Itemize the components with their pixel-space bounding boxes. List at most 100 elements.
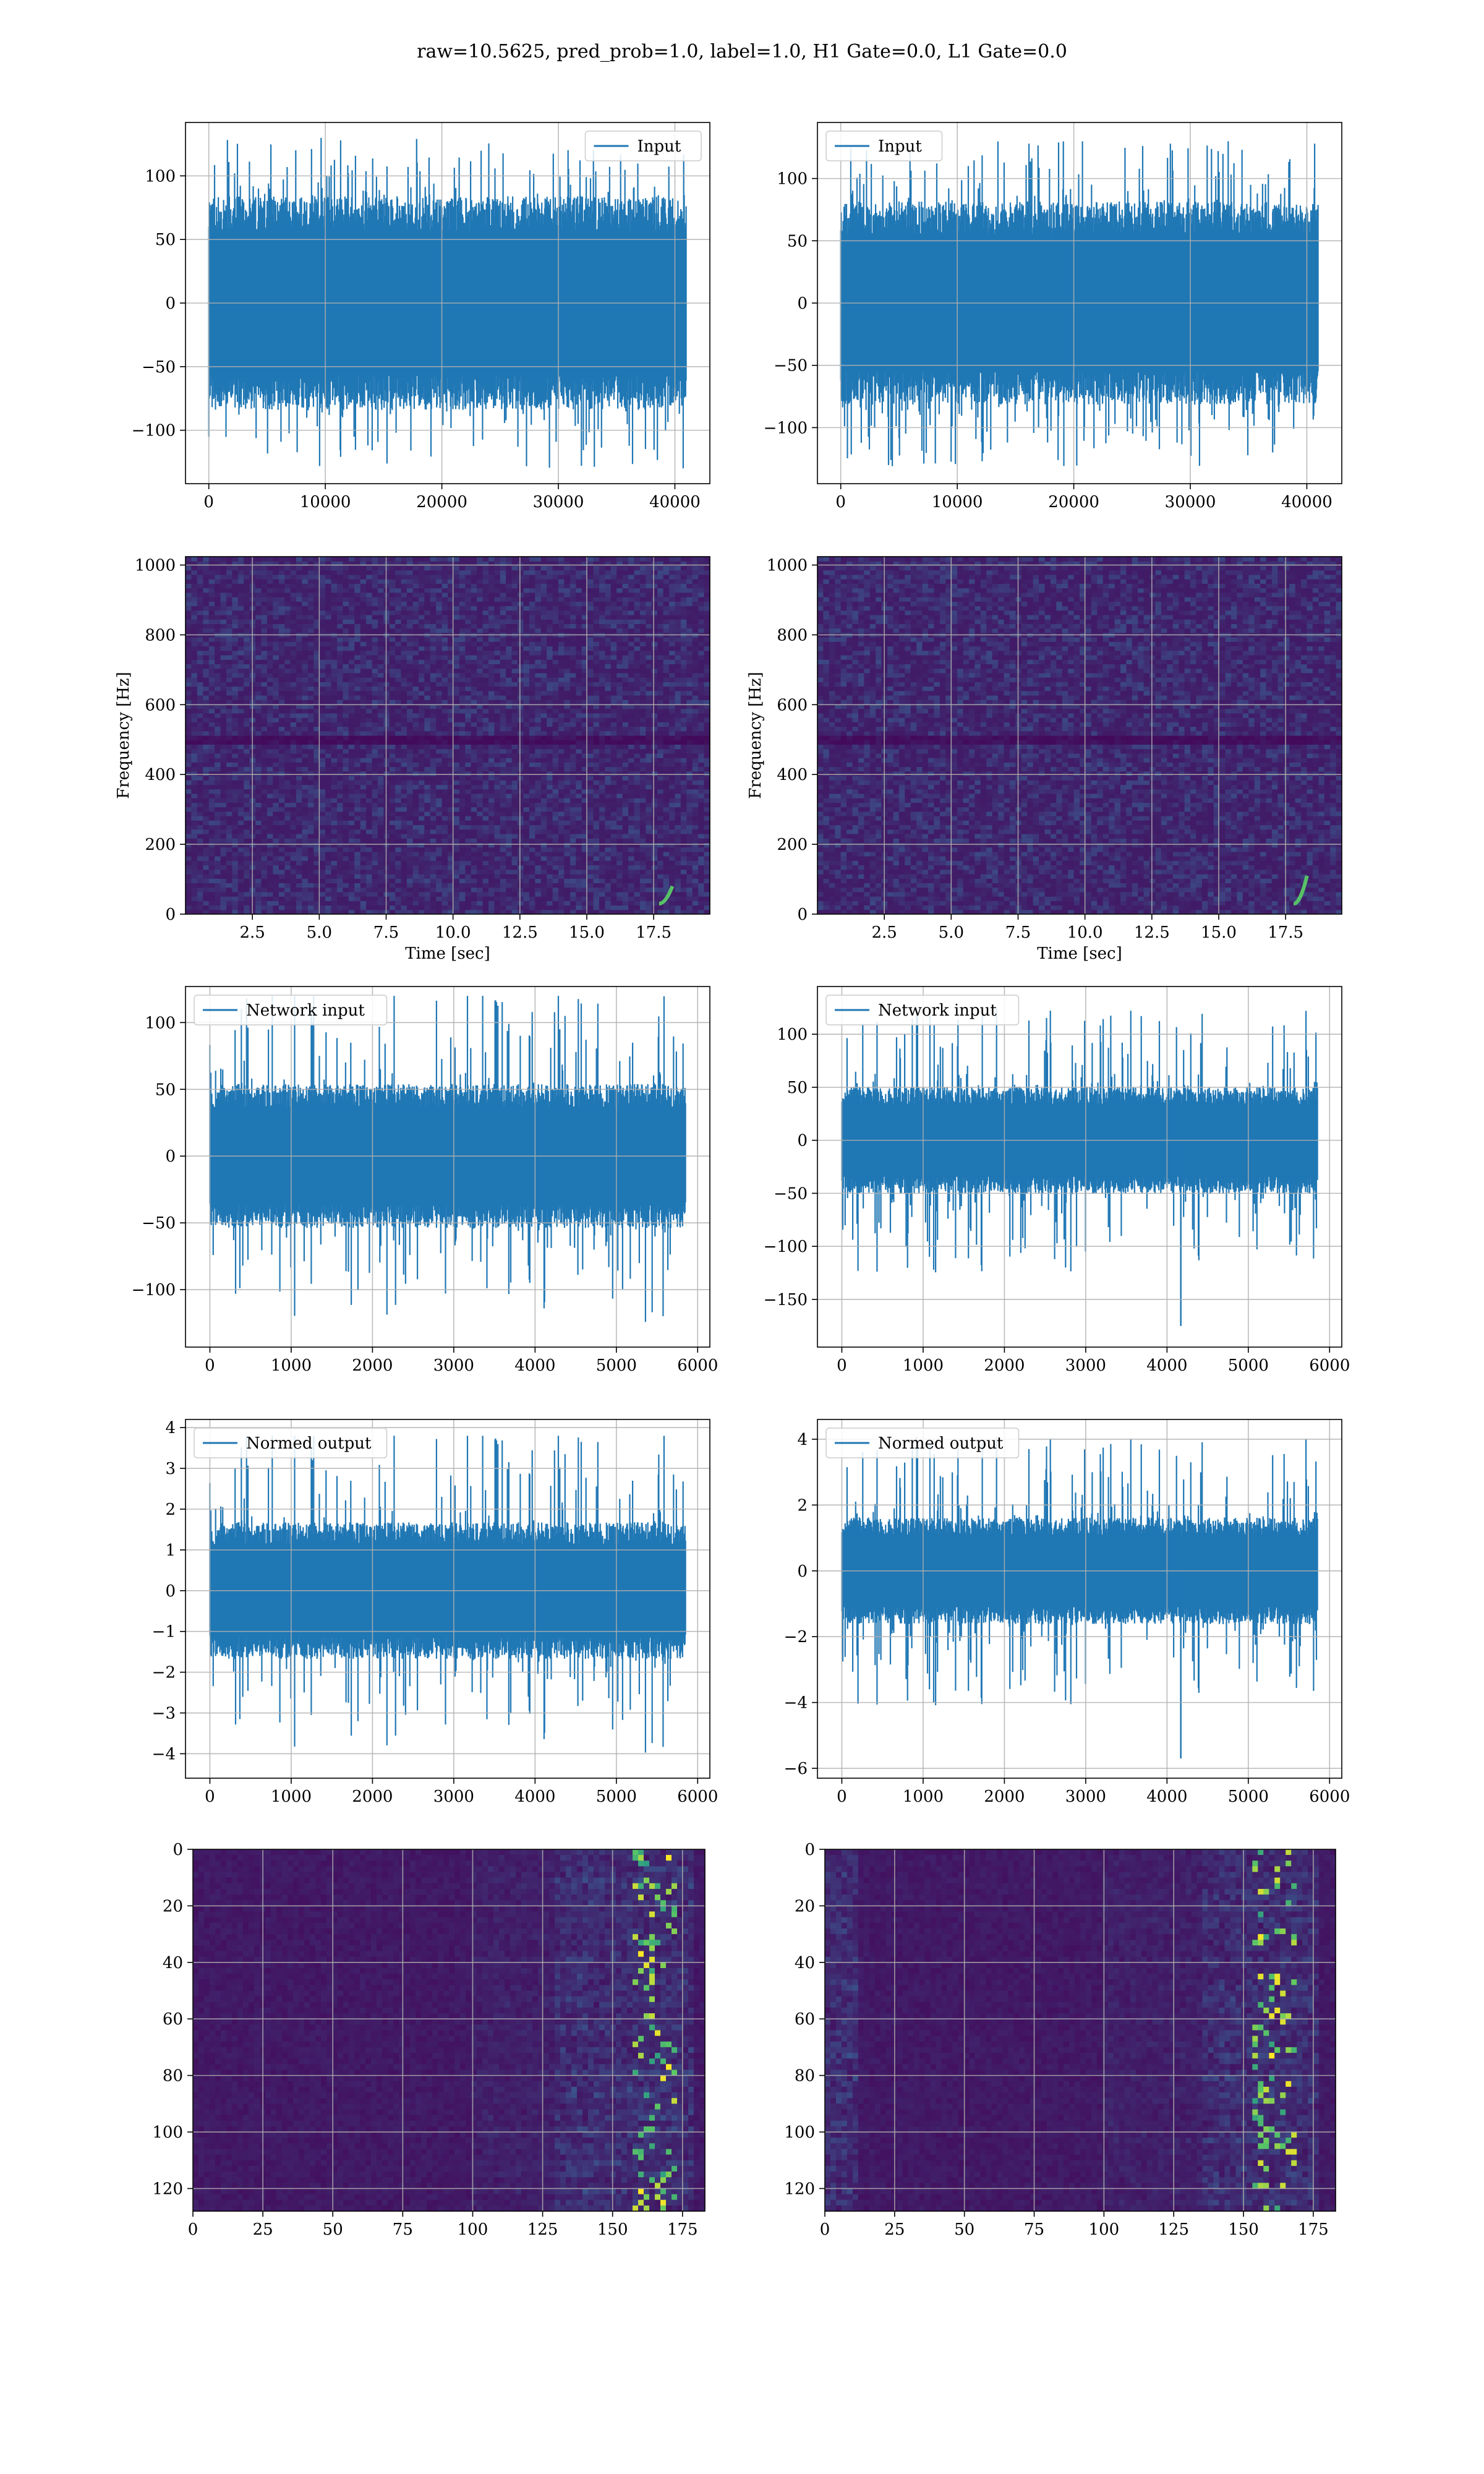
y-tick-label: 100 bbox=[777, 170, 808, 189]
x-tick-label: 12.5 bbox=[502, 923, 538, 942]
y-tick-label: −1 bbox=[152, 1623, 176, 1641]
y-tick-label: 0 bbox=[797, 294, 808, 313]
panel-input-h1: 0 10000 20000 30000 40000 −100 −50 0 50 100 Input bbox=[132, 122, 710, 511]
y-tick-label: 1000 bbox=[767, 557, 808, 575]
x-tick-label: 20000 bbox=[1048, 493, 1099, 511]
x-tick-label: 0 bbox=[205, 1787, 215, 1806]
x-tick-label: 0 bbox=[820, 2220, 830, 2239]
axes-frame bbox=[817, 1419, 1342, 1779]
x-tick-label: 10000 bbox=[932, 493, 983, 511]
legend: Input bbox=[584, 131, 702, 161]
y-tick-label: 80 bbox=[795, 2067, 815, 2086]
x-tick-label: 2.5 bbox=[871, 923, 897, 942]
x-tick-label: 5000 bbox=[596, 1787, 637, 1806]
y-tick-label: 120 bbox=[152, 2180, 183, 2198]
y-tick-label: 100 bbox=[152, 2123, 183, 2142]
y-tick-label: 200 bbox=[145, 836, 176, 854]
x-tick-label: 150 bbox=[597, 2220, 628, 2239]
y-tick-label: 120 bbox=[784, 2180, 815, 2198]
y-tick-label: 0 bbox=[797, 1562, 808, 1581]
x-tick-label: 125 bbox=[1158, 2220, 1189, 2239]
y-tick-label: 100 bbox=[784, 2123, 815, 2142]
x-tick-label: 10.0 bbox=[435, 923, 471, 942]
x-tick-label: 5000 bbox=[1228, 1356, 1269, 1375]
y-tick-label: −2 bbox=[152, 1664, 176, 1682]
x-tick-label: 3000 bbox=[433, 1356, 474, 1375]
y-tick-label: 60 bbox=[163, 2010, 183, 2029]
x-tick-label: 175 bbox=[1298, 2220, 1329, 2239]
plot-area bbox=[186, 987, 710, 1347]
x-tick-label: 6000 bbox=[677, 1787, 718, 1806]
y-tick-label: 40 bbox=[163, 1954, 183, 1972]
y-tick-label: −100 bbox=[132, 1281, 176, 1299]
chirp-signal bbox=[1293, 875, 1309, 906]
y-tick-label: −100 bbox=[132, 422, 176, 440]
y-tick-label: 40 bbox=[795, 1954, 815, 1972]
x-tick-label: 25 bbox=[253, 2220, 273, 2239]
y-tick-label: 100 bbox=[145, 1014, 176, 1032]
x-tick-label: 12.5 bbox=[1134, 923, 1170, 942]
y-tick-label: 0 bbox=[165, 1147, 176, 1166]
y-axis-label: Frequency [Hz] bbox=[114, 672, 133, 799]
y-tick-label: 0 bbox=[165, 905, 176, 924]
y-tick-label: −50 bbox=[774, 1184, 808, 1203]
plot-area bbox=[817, 987, 1342, 1347]
y-tick-label: 3 bbox=[165, 1460, 176, 1478]
x-tick-label: 6000 bbox=[677, 1356, 718, 1375]
x-tick-label: 15.0 bbox=[1201, 923, 1237, 942]
y-tick-label: 0 bbox=[797, 1132, 808, 1150]
plot-area bbox=[193, 1849, 705, 2211]
plot-area bbox=[825, 1849, 1336, 2211]
x-tick-label: 40000 bbox=[1281, 493, 1333, 511]
y-tick-label: 2 bbox=[797, 1496, 808, 1515]
x-tick-label: 0 bbox=[835, 493, 846, 511]
y-tick-label: −4 bbox=[152, 1745, 176, 1763]
y-tick-label: −6 bbox=[784, 1760, 808, 1778]
figure-title: raw=10.5625, pred_prob=1.0, label=1.0, H… bbox=[0, 41, 1484, 62]
x-tick-label: 5000 bbox=[596, 1356, 637, 1375]
y-tick-label: −3 bbox=[152, 1705, 176, 1723]
y-tick-label: 50 bbox=[155, 231, 176, 249]
x-tick-label: 6000 bbox=[1309, 1356, 1350, 1375]
x-tick-label: 0 bbox=[837, 1356, 847, 1375]
x-tick-label: 1000 bbox=[271, 1356, 312, 1375]
x-tick-label: 7.5 bbox=[1005, 923, 1031, 942]
y-tick-label: 0 bbox=[165, 1582, 176, 1601]
panel-net-l1: 0 1000 2000 3000 4000 5000 6000 −150 −100 −50 0 50 1… bbox=[764, 986, 1350, 1375]
axes-frame bbox=[185, 556, 710, 915]
y-axis-label: Frequency [Hz] bbox=[746, 672, 765, 799]
x-tick-label: 75 bbox=[1024, 2220, 1044, 2239]
y-tick-label: 20 bbox=[795, 1897, 815, 1915]
y-tick-label: 50 bbox=[787, 232, 808, 250]
plot-area bbox=[186, 1419, 710, 1778]
plot-area bbox=[817, 122, 1342, 484]
y-tick-label: −2 bbox=[784, 1628, 808, 1646]
y-tick-label: 1000 bbox=[135, 557, 176, 575]
panel-input-l1: 0 10000 20000 30000 40000 −100 −50 0 50 100 Input bbox=[764, 122, 1342, 511]
x-tick-label: 3000 bbox=[1065, 1787, 1106, 1806]
x-tick-label: 150 bbox=[1228, 2220, 1259, 2239]
y-tick-label: 50 bbox=[787, 1079, 808, 1097]
x-tick-label: 2000 bbox=[984, 1356, 1025, 1375]
x-tick-label: 10000 bbox=[300, 493, 351, 511]
y-tick-label: −4 bbox=[784, 1694, 808, 1713]
y-tick-label: 1 bbox=[165, 1541, 176, 1560]
axes-frame bbox=[824, 1849, 1336, 2212]
x-tick-label: 2000 bbox=[352, 1356, 393, 1375]
axes-frame bbox=[185, 986, 710, 1348]
x-tick-label: 17.5 bbox=[1268, 923, 1303, 942]
x-tick-label: 2.5 bbox=[239, 923, 265, 942]
x-tick-label: 5.0 bbox=[307, 923, 332, 942]
x-tick-label: 100 bbox=[1089, 2220, 1120, 2239]
axes-frame bbox=[817, 556, 1342, 915]
legend-label: Normed output bbox=[878, 1434, 1004, 1453]
y-tick-label: 100 bbox=[777, 1025, 808, 1044]
legend-label: Input bbox=[638, 137, 681, 156]
x-tick-label: 0 bbox=[203, 493, 214, 511]
x-tick-label: 175 bbox=[667, 2220, 698, 2239]
legend: Normed output bbox=[194, 1427, 388, 1458]
x-tick-label: 4000 bbox=[514, 1356, 555, 1375]
x-tick-label: 100 bbox=[458, 2220, 488, 2239]
panel-norm-l1: 0 1000 2000 3000 4000 5000 6000 −6 −4 −2 0 2 4 Normed… bbox=[784, 1419, 1350, 1806]
x-tick-label: 4000 bbox=[1146, 1787, 1187, 1806]
